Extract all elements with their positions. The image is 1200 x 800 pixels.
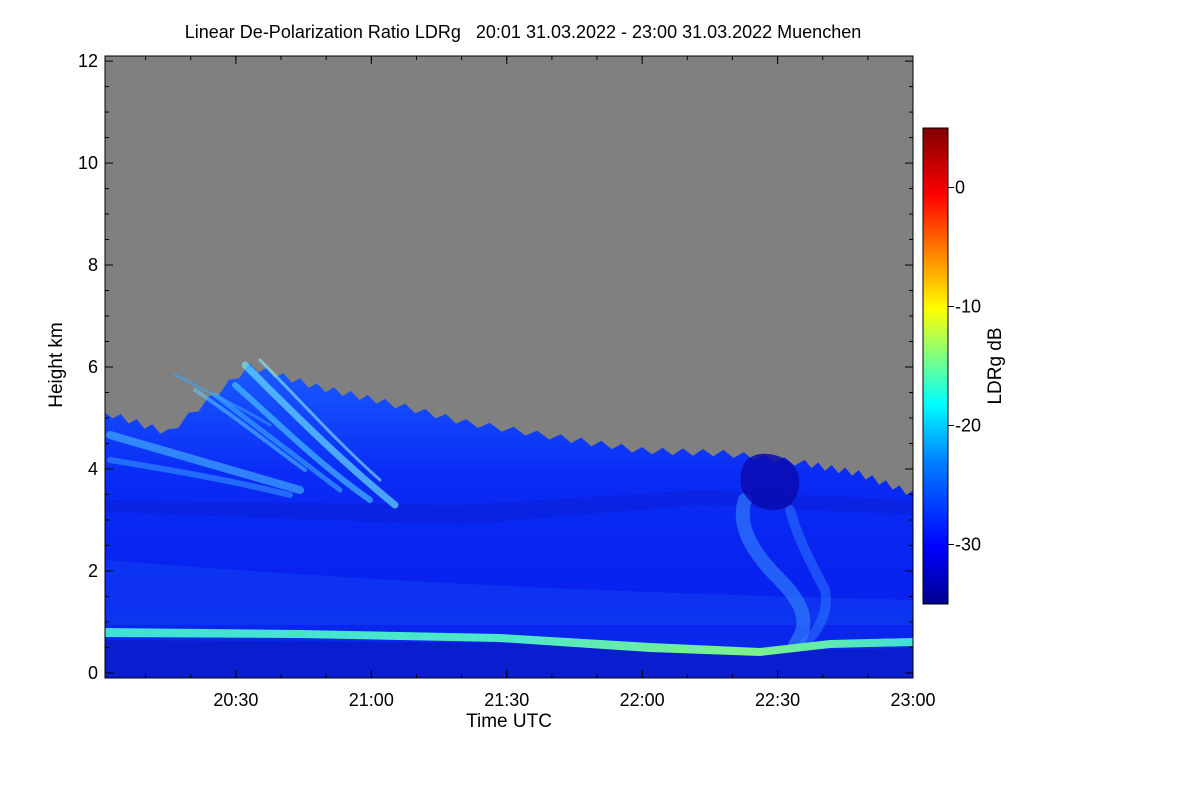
colorbar: 0 -10 -20 -30 LDRg dB bbox=[922, 127, 1006, 605]
y-tick-label: 4 bbox=[88, 459, 98, 479]
y-tick-label: 2 bbox=[88, 561, 98, 581]
colorbar-gradient bbox=[922, 127, 949, 605]
surface-layer bbox=[105, 640, 913, 678]
y-axis-label: Height km bbox=[46, 322, 67, 408]
x-tick-label: 22:30 bbox=[755, 690, 800, 710]
heatmap-area bbox=[105, 56, 913, 678]
virga-fallstreak bbox=[735, 493, 831, 653]
x-tick-label: 20:30 bbox=[213, 690, 258, 710]
boundary-layer-band bbox=[105, 628, 913, 656]
colorbar-tick-label: -30 bbox=[955, 535, 981, 555]
axis-tick-labels: 20:30 21:00 21:30 22:00 22:30 23:00 0 2 4 6 8 10 12 bbox=[78, 51, 936, 710]
x-tick-label: 21:30 bbox=[484, 690, 529, 710]
ice-fall-streaks bbox=[106, 358, 399, 509]
x-tick-label: 21:00 bbox=[349, 690, 394, 710]
colorbar-tick-label: -20 bbox=[955, 416, 981, 436]
axis-ticks bbox=[105, 56, 914, 678]
x-tick-label: 23:00 bbox=[890, 690, 935, 710]
mid-level-layer bbox=[105, 490, 913, 525]
y-tick-label: 0 bbox=[88, 663, 98, 683]
y-tick-label: 6 bbox=[88, 357, 98, 377]
colorbar-label: LDRg dB bbox=[985, 327, 1006, 404]
lower-haze bbox=[105, 560, 913, 625]
chart-title: Linear De-Polarization Ratio LDRg 20:01 … bbox=[185, 22, 861, 42]
colorbar-tick-label: 0 bbox=[955, 178, 965, 198]
x-axis-label: Time UTC bbox=[466, 711, 552, 732]
y-tick-label: 10 bbox=[78, 153, 98, 173]
convective-cell bbox=[740, 453, 800, 511]
x-tick-label: 22:00 bbox=[620, 690, 665, 710]
colorbar-tick-label: -10 bbox=[955, 297, 981, 317]
y-tick-label: 8 bbox=[88, 255, 98, 275]
colorbar-ticks: 0 -10 -20 -30 bbox=[948, 178, 981, 555]
y-tick-label: 12 bbox=[78, 51, 98, 71]
